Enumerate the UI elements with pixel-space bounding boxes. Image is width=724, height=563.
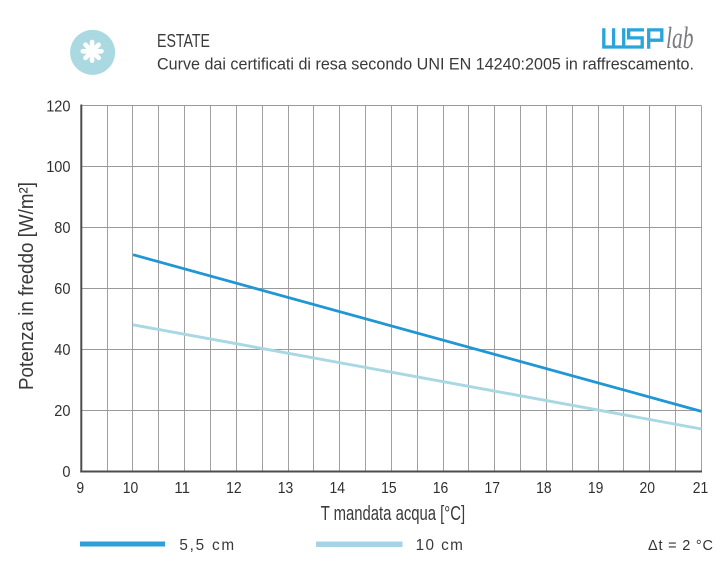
svg-text:19: 19 [588,480,604,497]
svg-text:40: 40 [54,342,70,359]
svg-text:Δt = 2 °C: Δt = 2 °C [648,538,713,554]
svg-text:ESTATE: ESTATE [157,31,210,51]
svg-text:9: 9 [76,480,84,497]
svg-text:lab: lab [666,21,694,55]
svg-text:60: 60 [54,281,70,298]
svg-text:100: 100 [46,159,70,176]
svg-text:12: 12 [226,480,242,497]
svg-text:80: 80 [54,220,70,237]
svg-text:20: 20 [640,480,656,497]
svg-text:20: 20 [54,403,70,420]
svg-text:5,5 cm: 5,5 cm [179,537,234,554]
svg-text:16: 16 [433,480,449,497]
svg-text:Curve dai certificati di resa: Curve dai certificati di resa secondo UN… [157,55,694,73]
svg-text:13: 13 [278,480,294,497]
svg-text:17: 17 [484,480,500,497]
svg-text:15: 15 [381,480,397,497]
svg-text:11: 11 [174,480,190,497]
svg-text:T mandata acqua [°C]: T mandata acqua [°C] [321,503,465,525]
svg-text:Potenza in freddo [W/m²]: Potenza in freddo [W/m²] [16,182,38,390]
svg-text:10: 10 [123,480,139,497]
svg-text:21: 21 [693,480,709,497]
svg-text:10 cm: 10 cm [416,537,463,554]
svg-text:120: 120 [46,98,70,115]
svg-text:0: 0 [62,464,70,481]
svg-text:14: 14 [329,480,345,497]
svg-text:18: 18 [536,480,552,497]
